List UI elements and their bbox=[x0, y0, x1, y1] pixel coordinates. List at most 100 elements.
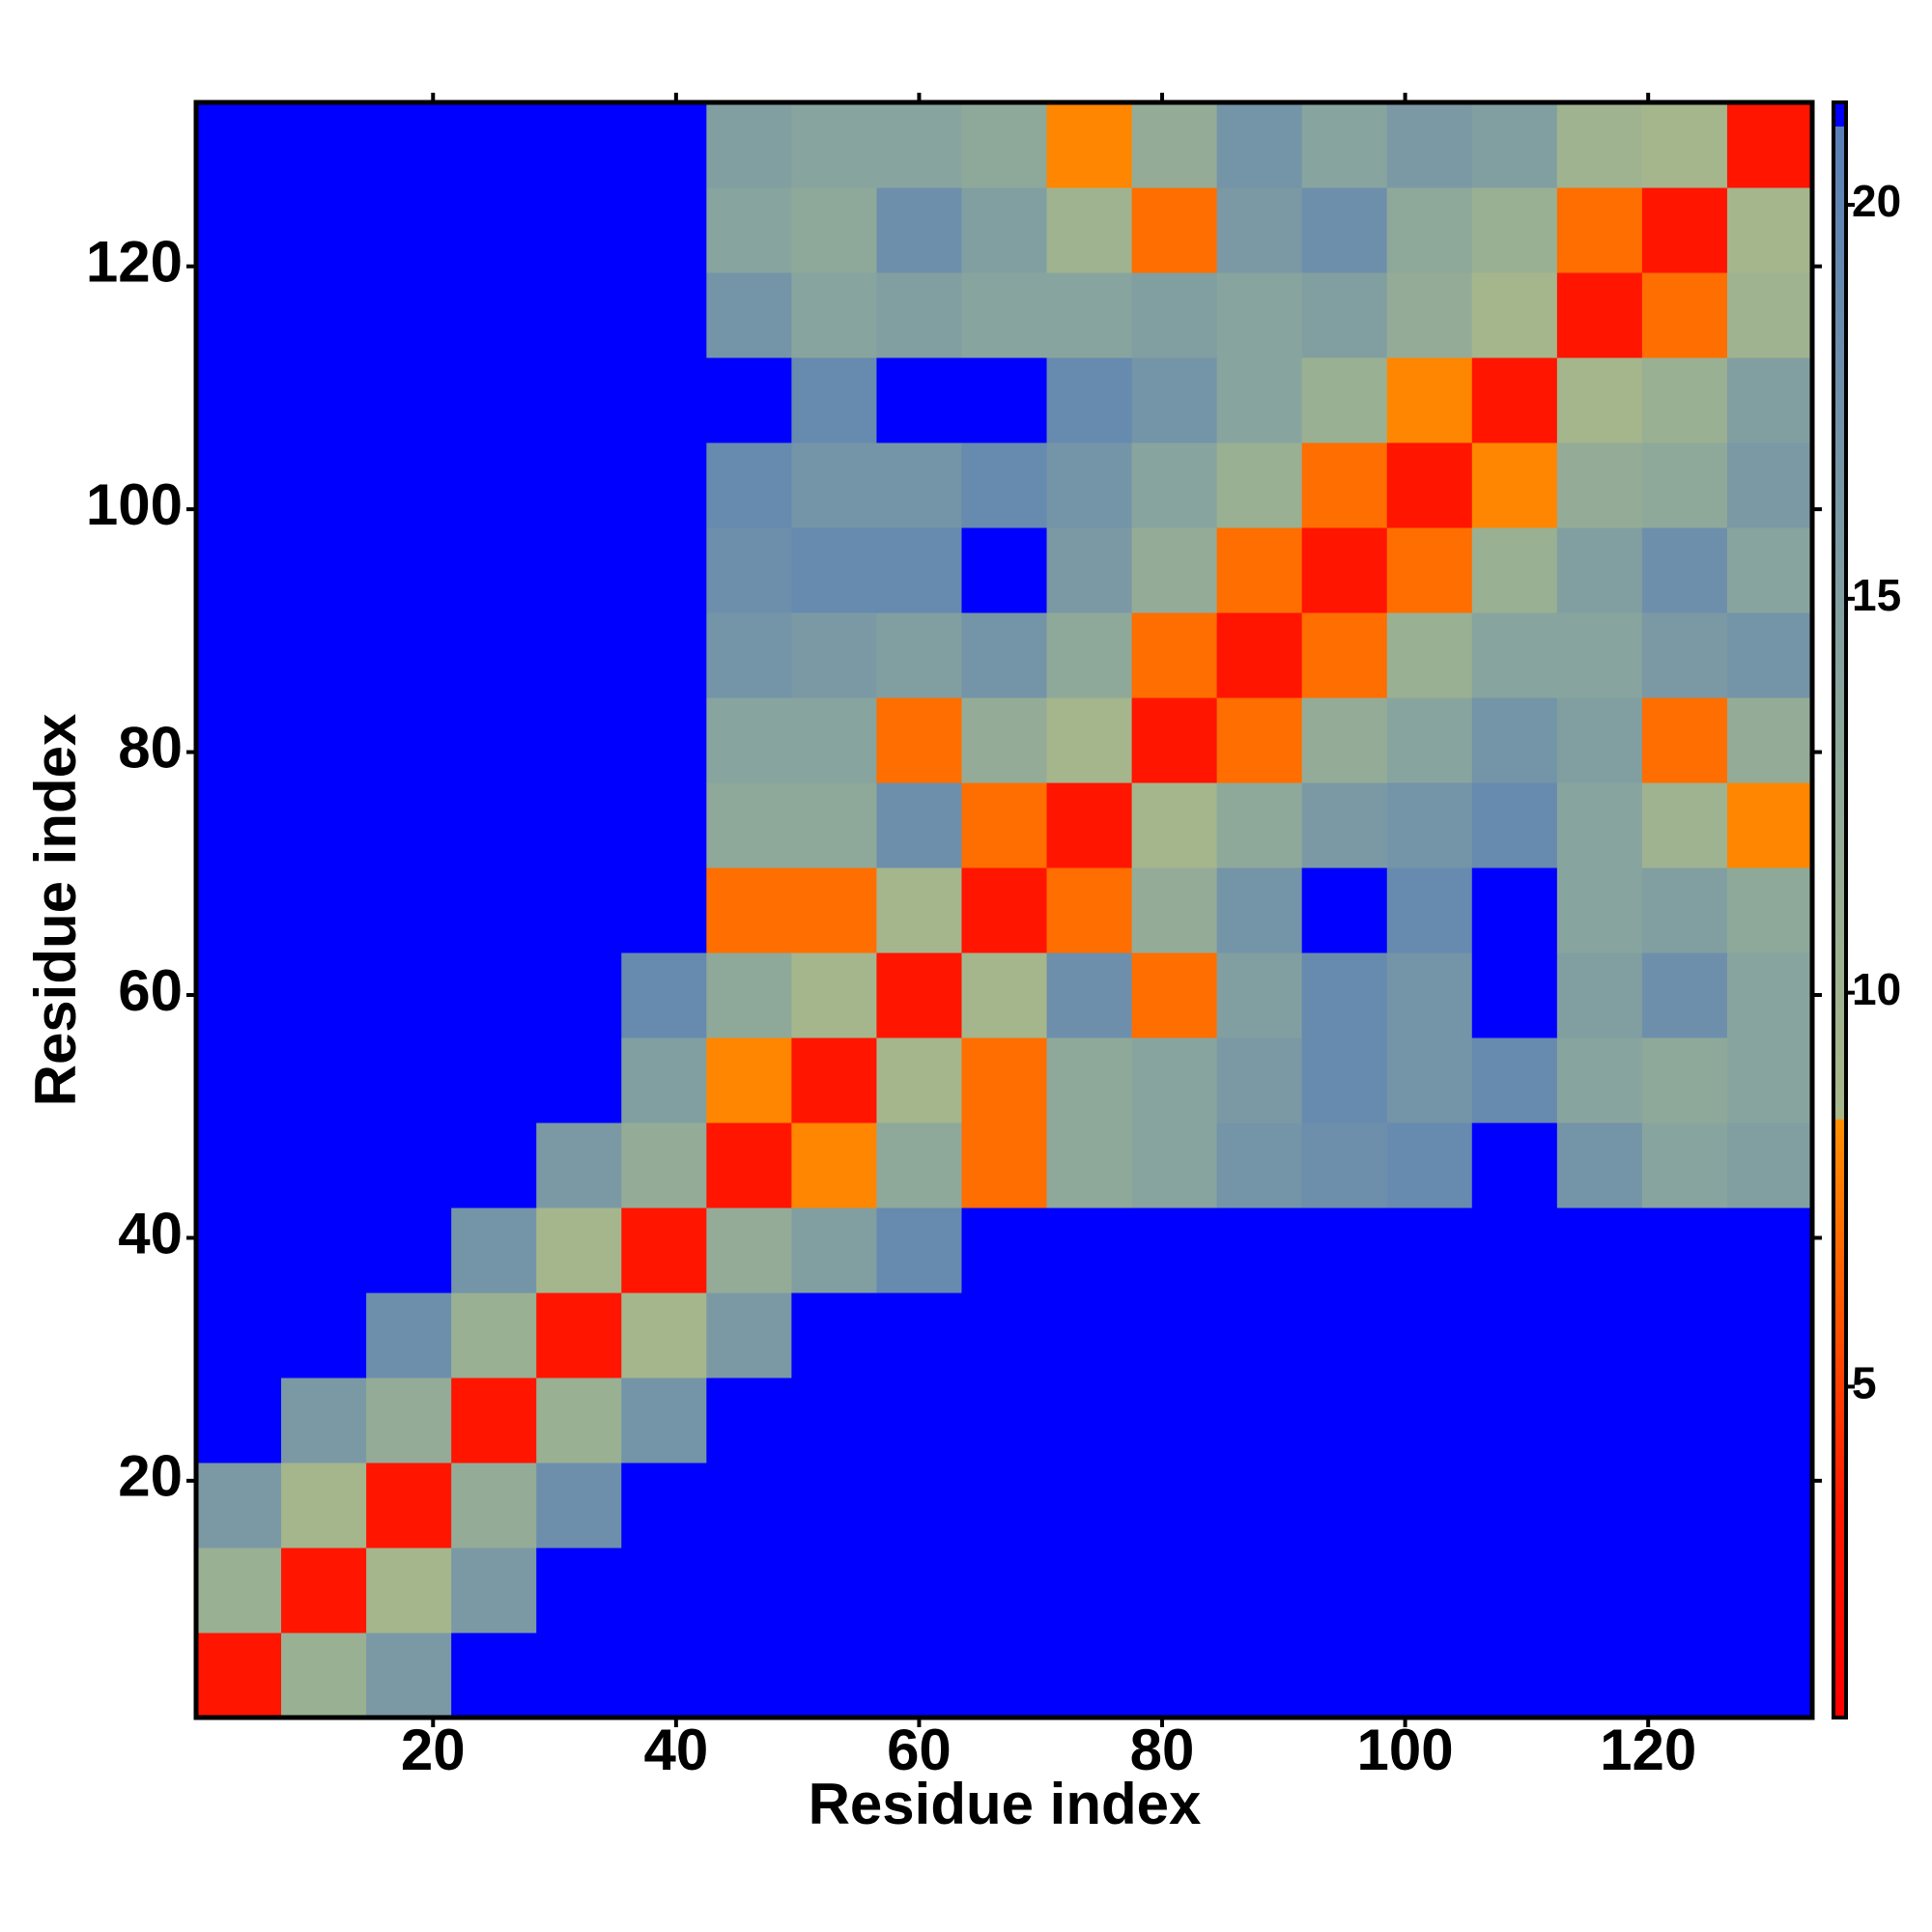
heatmap-cell bbox=[366, 102, 452, 188]
heatmap-cell bbox=[1386, 1122, 1473, 1208]
heatmap-cell bbox=[1471, 1463, 1558, 1548]
heatmap-cell bbox=[1301, 1463, 1388, 1548]
heatmap-cell bbox=[536, 1548, 622, 1634]
heatmap-cell bbox=[1216, 187, 1303, 273]
heatmap-cell bbox=[451, 952, 537, 1038]
heatmap-cell bbox=[961, 1378, 1048, 1463]
heatmap-cell bbox=[366, 867, 452, 953]
heatmap-cell bbox=[1046, 612, 1133, 698]
heatmap-cell bbox=[196, 1463, 282, 1548]
heatmap-cell bbox=[366, 782, 452, 868]
heatmap-cell bbox=[961, 187, 1048, 273]
heatmap-cell bbox=[706, 102, 792, 188]
heatmap-cell bbox=[281, 1463, 367, 1548]
heatmap-cell bbox=[1216, 102, 1303, 188]
heatmap-cell bbox=[536, 1122, 622, 1208]
heatmap-cell bbox=[706, 1633, 792, 1719]
heatmap-cell bbox=[876, 1122, 962, 1208]
heatmap-cell bbox=[1301, 1208, 1388, 1293]
y-tick-label: 40 bbox=[118, 1201, 183, 1265]
heatmap-cell bbox=[1556, 612, 1643, 698]
heatmap-cell bbox=[876, 1293, 962, 1378]
heatmap-cell bbox=[876, 1378, 962, 1463]
heatmap-cell bbox=[451, 1122, 537, 1208]
heatmap-cell bbox=[706, 442, 792, 528]
heatmap-cell bbox=[451, 1293, 537, 1378]
heatmap-cell bbox=[1726, 1633, 1813, 1719]
heatmap-cell bbox=[1726, 527, 1813, 613]
colorbar-segment bbox=[1833, 1119, 1846, 1506]
heatmap-cell bbox=[1046, 1633, 1133, 1719]
heatmap-cell bbox=[706, 1548, 792, 1634]
heatmap-cell bbox=[706, 952, 792, 1038]
heatmap-cell bbox=[791, 102, 877, 188]
x-tick-label: 60 bbox=[887, 1718, 952, 1782]
heatmap-cell bbox=[1216, 612, 1303, 698]
heatmap-cell bbox=[1046, 697, 1133, 783]
heatmap-cell bbox=[196, 102, 282, 188]
heatmap-cell bbox=[1556, 1037, 1643, 1123]
heatmap-cell bbox=[1046, 1122, 1133, 1208]
plot-frame bbox=[193, 99, 1815, 1720]
heatmap-cell bbox=[1471, 102, 1558, 188]
heatmap-cell bbox=[791, 1378, 877, 1463]
colorbar-tick-label: 20 bbox=[1852, 176, 1901, 226]
heatmap-cell bbox=[876, 1548, 962, 1634]
heatmap-cell bbox=[1386, 1208, 1473, 1293]
heatmap-cell bbox=[706, 867, 792, 953]
heatmap-cell bbox=[706, 782, 792, 868]
heatmap-cell bbox=[706, 1037, 792, 1123]
heatmap-cell bbox=[196, 612, 282, 698]
heatmap-cell bbox=[1216, 782, 1303, 868]
heatmap-cell bbox=[1386, 357, 1473, 443]
heatmap-cell bbox=[1471, 442, 1558, 528]
heatmap-cell bbox=[876, 272, 962, 358]
heatmap-cell bbox=[1216, 867, 1303, 953]
heatmap-cell bbox=[1386, 612, 1473, 698]
heatmap-cell bbox=[1386, 1293, 1473, 1378]
heatmap-cell bbox=[281, 952, 367, 1038]
heatmap-cell bbox=[196, 442, 282, 528]
heatmap-cell bbox=[366, 187, 452, 273]
heatmap-cell bbox=[791, 1463, 877, 1548]
heatmap-cell bbox=[1726, 102, 1813, 188]
heatmap-cell bbox=[1556, 1378, 1643, 1463]
heatmap-cell bbox=[1726, 357, 1813, 443]
heatmap-cell bbox=[621, 1208, 707, 1293]
heatmap-cell bbox=[1471, 1293, 1558, 1378]
heatmap-cell bbox=[876, 527, 962, 613]
heatmap-cell bbox=[876, 697, 962, 783]
heatmap-cell bbox=[1556, 442, 1643, 528]
heatmap-cell bbox=[1726, 782, 1813, 868]
heatmap-cell bbox=[1726, 187, 1813, 273]
heatmap-cell bbox=[1386, 782, 1473, 868]
heatmap-cell bbox=[1046, 442, 1133, 528]
heatmap-cell bbox=[1556, 1208, 1643, 1293]
heatmap-cell bbox=[1216, 442, 1303, 528]
heatmap-cell bbox=[1131, 442, 1218, 528]
heatmap-cell bbox=[366, 1633, 452, 1719]
heatmap-cell bbox=[876, 782, 962, 868]
heatmap-cell bbox=[621, 1122, 707, 1208]
heatmap-cell bbox=[1471, 187, 1558, 273]
heatmap-cell bbox=[281, 1378, 367, 1463]
heatmap-cell bbox=[1046, 527, 1133, 613]
colorbar-frame bbox=[1832, 100, 1848, 1719]
heatmap-cell bbox=[1471, 527, 1558, 613]
heatmap-cell bbox=[196, 357, 282, 443]
heatmap-cell bbox=[791, 357, 877, 443]
heatmap-cell bbox=[1471, 272, 1558, 358]
heatmap-cell bbox=[1641, 1378, 1728, 1463]
heatmap-cell bbox=[876, 867, 962, 953]
heatmap-cell bbox=[1216, 527, 1303, 613]
heatmap-cell bbox=[621, 1293, 707, 1378]
heatmap-cell bbox=[451, 612, 537, 698]
heatmap-cell bbox=[961, 1208, 1048, 1293]
heatmap-cell bbox=[1131, 102, 1218, 188]
heatmap-cell bbox=[366, 952, 452, 1038]
heatmap-cell bbox=[621, 952, 707, 1038]
heatmap-cell bbox=[1726, 1548, 1813, 1634]
heatmap-cell bbox=[1131, 1378, 1218, 1463]
y-tick-label: 20 bbox=[118, 1444, 183, 1509]
heatmap-cell bbox=[621, 1037, 707, 1123]
